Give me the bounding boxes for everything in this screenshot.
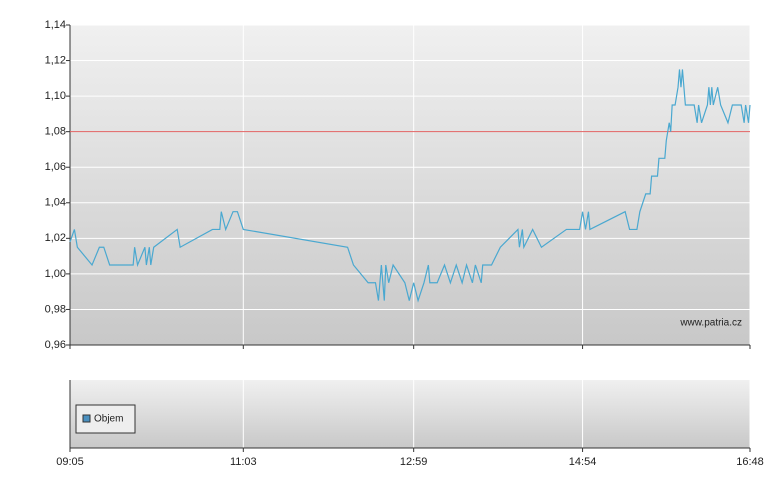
x-tick-label: 16:48 [736, 456, 764, 468]
y-tick-label: 1,04 [45, 197, 66, 209]
y-tick-label: 1,06 [45, 161, 66, 173]
y-tick-label: 1,12 [45, 54, 66, 66]
x-tick-label: 12:59 [400, 456, 428, 468]
x-tick-label: 09:05 [56, 456, 84, 468]
y-tick-label: 1,08 [45, 126, 66, 138]
y-tick-label: 1,02 [45, 232, 66, 244]
watermark: www.patria.cz [679, 318, 742, 329]
x-tick-label: 14:54 [569, 456, 597, 468]
y-tick-label: 1,00 [45, 268, 66, 280]
y-tick-label: 1,14 [45, 19, 66, 31]
volume-panel [70, 380, 750, 448]
y-tick-label: 0,98 [45, 303, 66, 315]
x-tick-label: 11:03 [230, 456, 257, 468]
legend-swatch [82, 414, 91, 423]
legend-label: Objem [94, 414, 123, 425]
y-tick-label: 0,96 [45, 339, 66, 351]
price-line [69, 69, 751, 303]
price-panel [70, 25, 750, 345]
y-tick-label: 1,10 [45, 90, 66, 102]
